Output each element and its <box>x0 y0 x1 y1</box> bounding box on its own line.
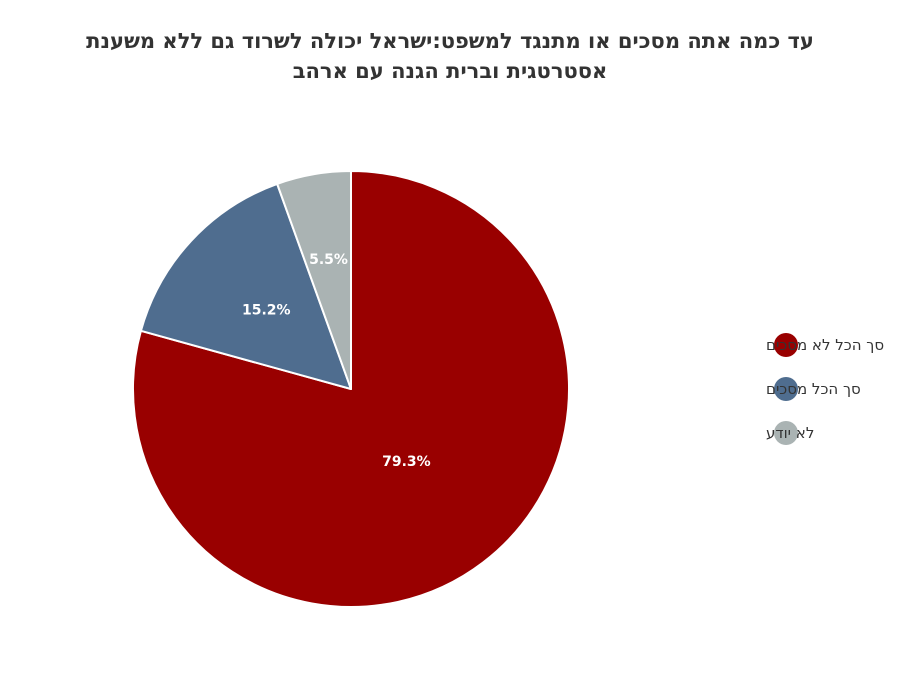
legend-marker-dont-know <box>774 421 798 445</box>
pie-slice-agree <box>139 182 352 390</box>
pie-slice-labels: 79.3% 15.2% 5.5% <box>242 252 431 470</box>
legend-label-dont-know: לא יודע <box>766 424 814 442</box>
legend-label-disagree: סך הכל לא מסכים <box>766 336 884 354</box>
legend-marker-agree <box>774 377 798 401</box>
pie-slices <box>132 170 571 608</box>
legend-label-agree: סך הכל מסכים <box>766 380 861 398</box>
legend-marker-disagree <box>774 333 798 357</box>
slice-label-agree: 15.2% <box>242 302 291 318</box>
legend: סך הכל לא מסכים סך הכל מסכים לא יודע <box>766 333 884 445</box>
slice-label-disagree: 79.3% <box>382 454 431 470</box>
chart-title: עד כמה אתה מסכים או מתנגד למשפט:ישראל יכ… <box>86 29 814 83</box>
pie-slice-dont-know <box>276 170 352 390</box>
slice-label-dont-know: 5.5% <box>309 252 348 268</box>
